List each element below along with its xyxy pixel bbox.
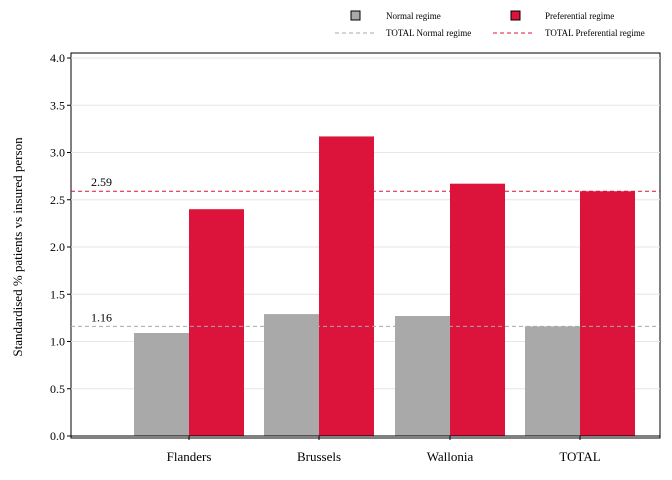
reference-lines: 1.16 2.59	[71, 175, 660, 327]
bar-preferential-brussels	[319, 136, 374, 436]
plot-frame	[70, 52, 661, 439]
legend-label-total-preferential: TOTAL Preferential regime	[545, 28, 645, 38]
y-tick-label: 4.0	[50, 51, 65, 65]
y-tick-label: 1.0	[50, 335, 65, 349]
bar-preferential-total	[580, 191, 635, 436]
legend-swatch-preferential	[510, 10, 521, 21]
y-tick-label: 0.5	[50, 382, 65, 396]
x-axis-categories: Flanders Brussels Wallonia TOTAL	[167, 436, 601, 464]
legend-label-preferential: Preferential regime	[545, 11, 614, 21]
reference-line-label: 2.59	[91, 175, 112, 189]
bar-normal-flanders	[134, 332, 189, 436]
y-tick-label: 3.5	[50, 98, 65, 112]
y-tick-label: 2.0	[50, 240, 65, 254]
y-axis-ticks: 0.0 0.5 1.0 1.5 2.0 2.5 3.0 3.5 4.0	[50, 51, 71, 443]
reference-line-label: 1.16	[91, 310, 112, 324]
bar-normal-brussels	[264, 314, 319, 436]
y-tick-label: 1.5	[50, 287, 65, 301]
legend-label-total-normal: TOTAL Normal regime	[386, 28, 471, 38]
bars	[134, 136, 635, 436]
y-tick-label: 0.0	[50, 429, 65, 443]
x-tick-label: Brussels	[297, 449, 341, 464]
x-tick-label: TOTAL	[559, 449, 600, 464]
y-tick-label: 3.0	[50, 146, 65, 160]
y-axis-title: Standardised % patients vs insured perso…	[10, 137, 25, 357]
bar-normal-total	[525, 326, 580, 436]
legend: Normal regime Preferential regime TOTAL …	[335, 10, 645, 38]
x-tick-label: Wallonia	[427, 449, 474, 464]
bar-normal-wallonia	[395, 315, 450, 436]
bar-preferential-flanders	[189, 209, 244, 436]
legend-swatch-normal	[350, 10, 361, 21]
legend-label-normal: Normal regime	[386, 11, 441, 21]
bar-preferential-wallonia	[450, 183, 505, 436]
y-tick-label: 2.5	[50, 193, 65, 207]
x-tick-label: Flanders	[167, 449, 212, 464]
